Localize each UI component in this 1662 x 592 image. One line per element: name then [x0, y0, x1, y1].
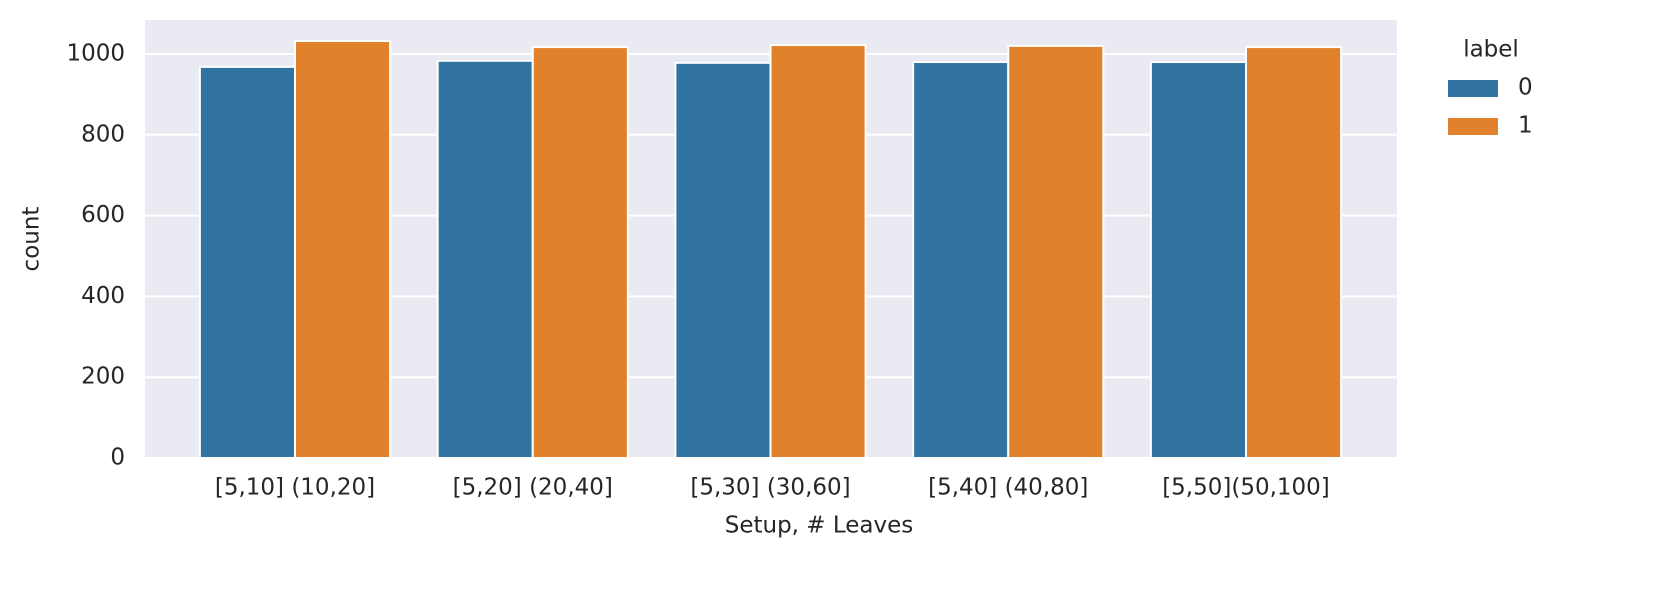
legend-title: label	[1463, 37, 1519, 63]
bar	[674, 61, 772, 459]
legend-label: 1	[1518, 113, 1533, 139]
x-tick-label: [5,20] (20,40]	[453, 475, 613, 501]
y-tick-label: 1000	[66, 40, 125, 66]
y-tick-label: 800	[81, 121, 125, 147]
x-axis-label: Setup, # Leaves	[725, 513, 914, 539]
y-tick-label: 400	[81, 283, 125, 309]
legend-swatch	[1448, 118, 1498, 135]
bar	[1245, 46, 1343, 459]
legend-label: 0	[1518, 75, 1533, 101]
bar	[531, 46, 629, 459]
bar	[1149, 61, 1248, 460]
y-tick-label: 0	[110, 445, 125, 471]
bar	[436, 59, 534, 459]
legend-swatch	[1448, 80, 1498, 97]
x-tick-label: [5,50](50,100]	[1162, 475, 1330, 501]
x-tick-label: [5,40] (40,80]	[928, 475, 1088, 501]
bar	[294, 40, 392, 459]
x-tick-label: [5,10] (10,20]	[215, 475, 375, 501]
bar	[769, 44, 867, 459]
y-tick-label: 200	[81, 364, 125, 390]
y-axis-label: count	[19, 207, 45, 272]
bar	[198, 65, 296, 459]
bar	[912, 61, 1010, 460]
bar	[1007, 44, 1105, 460]
x-tick-label: [5,30] (30,60]	[690, 475, 850, 501]
y-tick-label: 600	[81, 202, 125, 228]
